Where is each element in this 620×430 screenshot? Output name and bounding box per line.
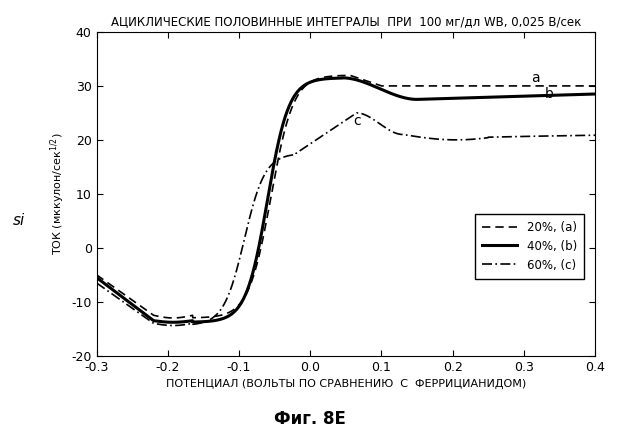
- 20%, (a): [335, 73, 343, 78]
- Text: c: c: [353, 114, 361, 128]
- 20%, (a): [346, 73, 353, 78]
- 40%, (b): [335, 76, 343, 81]
- 20%, (a): [577, 83, 585, 89]
- Legend: 20%, (a), 40%, (b), 60%, (c): 20%, (a), 40%, (b), 60%, (c): [475, 214, 584, 279]
- Text: b: b: [545, 87, 554, 101]
- 40%, (b): [486, 95, 494, 100]
- 60%, (c): [591, 132, 599, 138]
- 40%, (b): [118, 294, 126, 299]
- 20%, (a): [577, 83, 585, 89]
- 40%, (b): [339, 75, 346, 80]
- 20%, (a): [93, 272, 100, 277]
- 60%, (c): [486, 135, 494, 140]
- 40%, (b): [93, 275, 100, 280]
- 20%, (a): [486, 83, 494, 89]
- 60%, (c): [93, 280, 100, 286]
- Y-axis label: ТОК (мккулон/сек$^{1/2}$): ТОК (мккулон/сек$^{1/2}$): [48, 132, 67, 255]
- Line: 40%, (b): 40%, (b): [97, 78, 595, 322]
- X-axis label: ПОТЕНЦИАЛ (ВОЛЬТЫ ПО СРАВНЕНИЮ  С  ФЕРРИЦИАНИДОМ): ПОТЕНЦИАЛ (ВОЛЬТЫ ПО СРАВНЕНИЮ С ФЕРРИЦИ…: [166, 379, 526, 389]
- Title: АЦИКЛИЧЕСКИЕ ПОЛОВИННЫЕ ИНТЕГРАЛЫ  ПРИ  100 мг/дл WB, 0,025 В/сек: АЦИКЛИЧЕСКИЕ ПОЛОВИННЫЕ ИНТЕГРАЛЫ ПРИ 10…: [110, 15, 581, 28]
- 40%, (b): [322, 76, 330, 81]
- Text: $si$: $si$: [12, 212, 26, 228]
- 40%, (b): [577, 92, 585, 97]
- 60%, (c): [169, 323, 177, 328]
- Line: 20%, (a): 20%, (a): [97, 75, 595, 318]
- 40%, (b): [591, 92, 599, 97]
- Text: Фиг. 8E: Фиг. 8E: [274, 410, 346, 428]
- 60%, (c): [577, 133, 585, 138]
- 20%, (a): [591, 83, 599, 89]
- 20%, (a): [322, 74, 330, 80]
- Line: 60%, (c): 60%, (c): [97, 113, 595, 326]
- 40%, (b): [169, 320, 177, 325]
- 20%, (a): [118, 290, 126, 295]
- 60%, (c): [322, 131, 330, 136]
- Text: a: a: [531, 71, 539, 85]
- 20%, (a): [169, 315, 177, 320]
- 40%, (b): [577, 92, 585, 97]
- 60%, (c): [353, 111, 360, 116]
- 60%, (c): [577, 133, 585, 138]
- 60%, (c): [118, 298, 126, 304]
- 60%, (c): [335, 122, 343, 127]
